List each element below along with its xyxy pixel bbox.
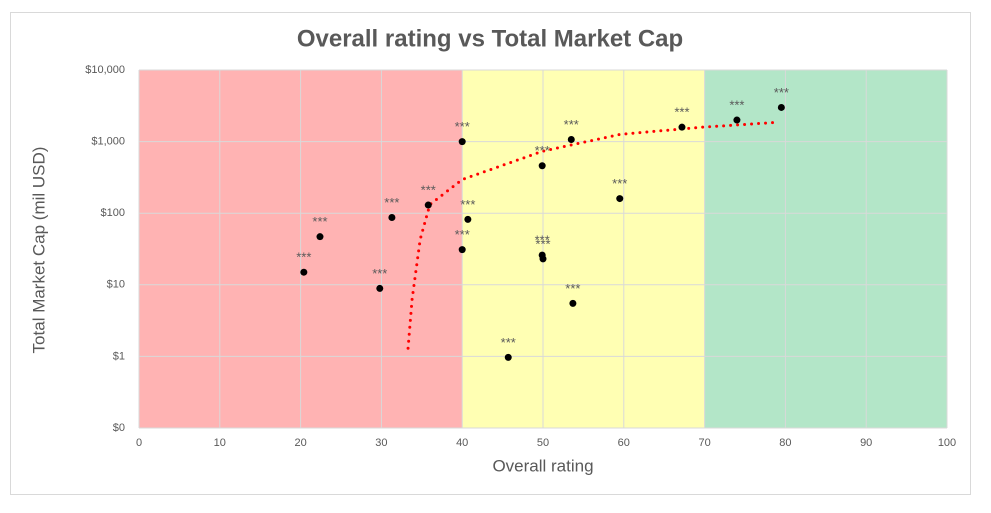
data-point <box>424 201 432 209</box>
data-label: *** <box>729 97 744 112</box>
data-label: *** <box>384 195 399 210</box>
zone-band <box>462 70 705 428</box>
data-point <box>300 268 308 276</box>
data-label: *** <box>501 335 516 350</box>
data-label: *** <box>372 266 387 281</box>
chart-title: Overall rating vs Total Market Cap <box>297 25 683 52</box>
data-point <box>777 103 785 111</box>
data-point <box>616 195 624 203</box>
data-label: *** <box>455 227 470 242</box>
x-tick-label: 70 <box>698 437 710 449</box>
data-point <box>538 162 546 170</box>
y-tick-label: $10,000 <box>85 64 125 76</box>
data-point <box>388 214 396 222</box>
data-point <box>539 255 547 263</box>
y-tick-label: $100 <box>101 207 125 219</box>
data-point <box>569 299 577 307</box>
data-point <box>678 123 686 131</box>
data-point <box>316 233 324 241</box>
data-label: *** <box>535 233 550 248</box>
data-label: *** <box>296 250 311 265</box>
x-tick-label: 60 <box>618 437 630 449</box>
data-label: *** <box>460 197 475 212</box>
data-point <box>458 138 466 146</box>
x-tick-label: 90 <box>860 437 872 449</box>
zone-band <box>704 70 947 428</box>
plot-area: 0 10 20 30 40 50 60 70 80 90 100 $0 $1 $10 $100 $1,000 $… <box>85 64 956 449</box>
x-tick-label: 50 <box>537 437 549 449</box>
y-axis-title: Total Market Cap (mil USD) <box>29 147 48 354</box>
y-tick-label: $10 <box>107 279 125 291</box>
data-label: *** <box>421 182 436 197</box>
y-tick-label: $1 <box>113 350 125 362</box>
x-tick-label: 0 <box>136 437 142 449</box>
x-tick-label: 30 <box>375 437 387 449</box>
data-label: *** <box>674 105 689 120</box>
x-tick-label: 20 <box>294 437 306 449</box>
y-tick-label: $1,000 <box>91 136 125 148</box>
x-tick-label: 10 <box>214 437 226 449</box>
data-point <box>733 116 741 124</box>
data-label: *** <box>312 214 327 229</box>
data-label: *** <box>535 143 550 158</box>
trendline <box>406 120 779 350</box>
x-axis-title: Overall rating <box>492 456 593 475</box>
data-label: *** <box>455 119 470 134</box>
data-label: *** <box>774 85 789 100</box>
data-point <box>458 246 466 254</box>
data-label: *** <box>535 236 550 251</box>
data-label: *** <box>565 281 580 296</box>
data-label: *** <box>564 117 579 132</box>
data-point <box>504 353 512 361</box>
y-tick-label: $0 <box>113 422 125 434</box>
x-tick-label: 40 <box>456 437 468 449</box>
x-tick-label: 100 <box>938 437 956 449</box>
data-point <box>567 135 575 143</box>
x-tick-label: 80 <box>779 437 791 449</box>
data-label: *** <box>612 176 627 191</box>
data-point <box>464 215 472 223</box>
data-point <box>376 284 384 292</box>
